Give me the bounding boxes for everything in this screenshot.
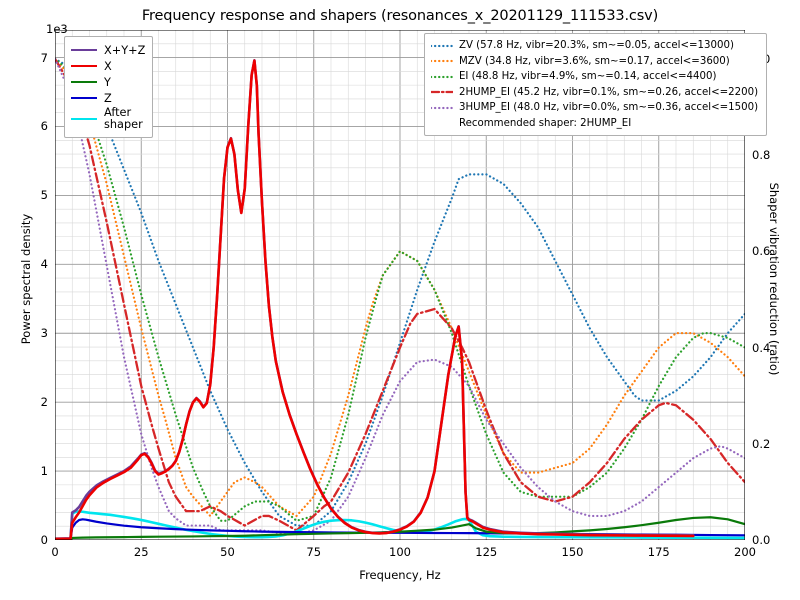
legend-swatch-icon <box>431 56 453 66</box>
legend-item-MZV: MZV (34.8 Hz, vibr=3.6%, sm~=0.17, accel… <box>431 54 758 70</box>
shaper-curve-2HUMP_EI <box>55 57 745 532</box>
x-tick-label: 50 <box>220 545 235 559</box>
shaper-curve-EI <box>55 57 745 522</box>
y2-tick-label: 0.6 <box>752 244 771 259</box>
legend-item-label: 3HUMP_EI (48.0 Hz, vibr=0.0%, sm~=0.36, … <box>459 102 759 114</box>
x-tick-label: 25 <box>133 545 149 559</box>
y-axis-label: Power spectral density <box>19 213 33 345</box>
y-tick-label: 5 <box>40 188 48 203</box>
psd-curves <box>55 59 745 540</box>
y2-tick-label: 0.4 <box>752 340 771 355</box>
y2-tick-label: 0.8 <box>752 148 771 163</box>
legend-item-2HUMP_EI: 2HUMP_EI (45.2 Hz, vibr=0.1%, sm~=0.26, … <box>431 85 758 101</box>
y-tick-label: 1 <box>40 464 48 479</box>
x-axis-label: Frequency, Hz <box>359 568 441 582</box>
x-tick-label: 200 <box>734 545 756 559</box>
x-tick-label: 150 <box>561 545 584 559</box>
psd-curve-X <box>55 59 695 540</box>
legend-swatch-icon <box>431 72 453 82</box>
legend-swatch-icon <box>71 61 97 71</box>
legend-swatch-icon <box>431 87 453 97</box>
legend-item-label: MZV (34.8 Hz, vibr=3.6%, sm~=0.17, accel… <box>459 55 730 67</box>
legend-item-ZV: ZV (57.8 Hz, vibr=20.3%, sm~=0.05, accel… <box>431 38 758 54</box>
shaper-curve-3HUMP_EI <box>55 57 745 536</box>
x-tick-label: 75 <box>306 545 322 559</box>
y-tick-label: 7 <box>40 50 48 65</box>
x-tick-label: 175 <box>647 545 670 559</box>
y-tick-label: 0 <box>40 533 48 547</box>
legend-item-label: ZV (57.8 Hz, vibr=20.3%, sm~=0.05, accel… <box>459 40 734 52</box>
y2-tick-label: 0.2 <box>752 436 771 451</box>
legend-swatch-icon <box>71 114 97 124</box>
legend-shapers: ZV (57.8 Hz, vibr=20.3%, sm~=0.05, accel… <box>424 33 768 136</box>
legend-item-XYZ: X+Y+Z <box>71 42 145 58</box>
legend-item-Y: Y <box>71 74 145 90</box>
y-tick-label: 2 <box>40 395 48 410</box>
legend-item-EI: EI (48.8 Hz, vibr=4.9%, sm~=0.14, accel<… <box>431 69 758 85</box>
legend-swatch-icon <box>71 45 97 55</box>
legend-item-label: Y <box>104 75 111 89</box>
y-axis-offset-label: 1e3 <box>46 22 68 36</box>
legend-swatch-icon <box>71 93 97 103</box>
chart-title: Frequency response and shapers (resonanc… <box>141 8 659 24</box>
x-tick-label: 100 <box>389 545 411 559</box>
legend-swatch-icon <box>431 103 453 113</box>
y2-tick-label: 0.0 <box>752 533 771 547</box>
legend-item-label: After shaper <box>104 106 143 131</box>
legend-item-X: X <box>71 58 145 74</box>
y-tick-label: 4 <box>40 257 48 272</box>
legend-swatch-icon <box>71 77 97 87</box>
x-tick-label: 125 <box>475 545 498 559</box>
legend-item-label: X+Y+Z <box>104 43 146 57</box>
y-tick-label: 3 <box>40 326 48 341</box>
shaper-curve-ZV <box>55 57 745 527</box>
legend-item-label: 2HUMP_EI (45.2 Hz, vibr=0.1%, sm~=0.26, … <box>459 86 759 98</box>
x-tick-label: 0 <box>51 545 59 559</box>
shaper-curves <box>55 57 745 536</box>
legend-item-label: EI (48.8 Hz, vibr=4.9%, sm~=0.14, accel<… <box>459 71 717 83</box>
shaper-curve-MZV <box>55 57 745 518</box>
psd-curve-Y <box>55 516 745 540</box>
y-tick-label: 6 <box>40 119 48 134</box>
legend-item-label: Z <box>104 91 112 105</box>
legend-item-Aftershaper: After shaper <box>71 106 145 132</box>
recommended-shaper-text: Recommended shaper: 2HUMP_EI <box>459 117 632 129</box>
legend-swatch-icon <box>431 41 453 51</box>
legend-signals: X+Y+Z X Y Z After shaper <box>64 36 154 138</box>
legend-item-3HUMP_EI: 3HUMP_EI (48.0 Hz, vibr=0.0%, sm~=0.36, … <box>431 100 758 116</box>
legend-item-Z: Z <box>71 90 145 106</box>
y2-axis-label: Shaper vibration reduction (ratio) <box>767 182 781 376</box>
legend-item-label: X <box>104 59 112 73</box>
